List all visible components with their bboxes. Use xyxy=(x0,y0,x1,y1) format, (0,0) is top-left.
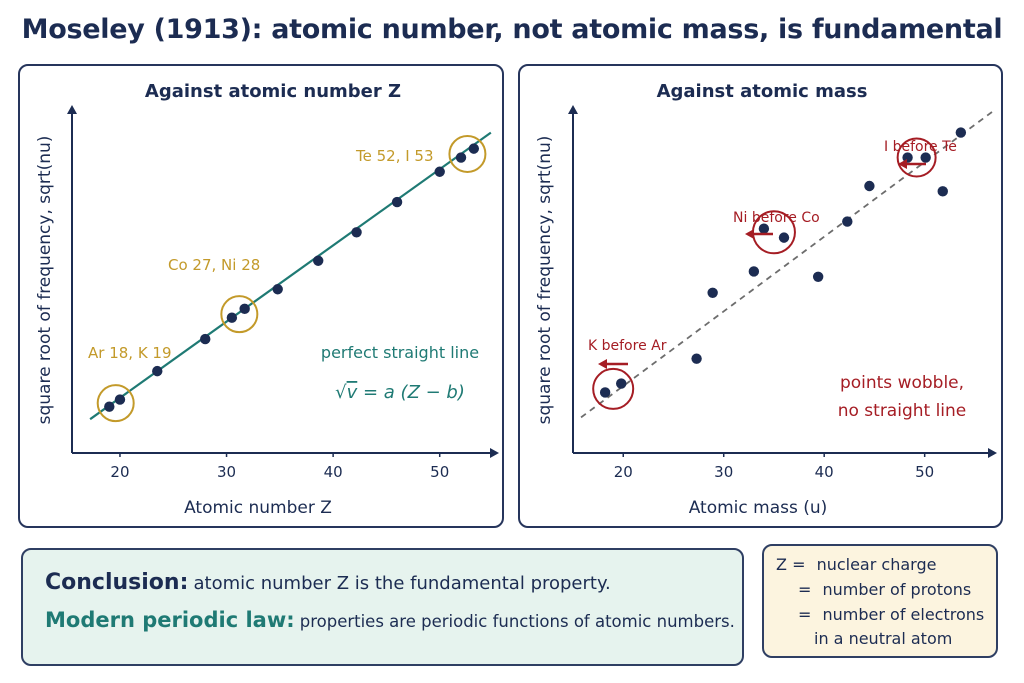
annotation-label: I before Te xyxy=(884,139,957,155)
wobble-note: no straight line xyxy=(838,401,967,421)
annotation-label: Ar 18, K 19 xyxy=(88,344,172,362)
x-tick-label: 50 xyxy=(915,463,934,481)
data-point xyxy=(104,401,115,412)
fit-note: perfect straight line xyxy=(321,343,479,362)
nu-symbol: v xyxy=(347,382,358,403)
equals-sign: = xyxy=(798,605,812,624)
y-axis-arrow xyxy=(67,105,77,114)
data-point xyxy=(114,394,126,405)
wobble-note: points wobble, xyxy=(840,373,964,393)
highlight-circle xyxy=(96,384,135,423)
z-definition-box: Z = nuclear charge = number of protons =… xyxy=(762,544,998,658)
z-definition-row: = number of electrons xyxy=(798,605,984,624)
order-arrow-head xyxy=(745,229,754,239)
z-definition-row: Z = nuclear charge xyxy=(776,555,936,574)
data-point xyxy=(937,186,948,197)
data-point xyxy=(599,387,611,398)
formula-rhs: = a (Z − b) xyxy=(357,382,465,403)
data-point xyxy=(351,227,362,238)
x-axis-arrow xyxy=(490,448,499,458)
fit-formula: √v = a (Z − b) xyxy=(335,382,465,403)
x-tick-label: 40 xyxy=(815,463,834,481)
z-def-electrons: number of electrons xyxy=(822,605,985,624)
y-axis-label: square root of frequency, sqrt(nu) xyxy=(35,136,55,425)
fit-line xyxy=(89,131,492,421)
order-arrow-head xyxy=(598,359,607,369)
data-point xyxy=(200,333,211,345)
data-point xyxy=(812,271,824,282)
sqrt-symbol: √ xyxy=(335,382,347,403)
conclusion-heading: Conclusion: xyxy=(45,570,189,595)
chart-atomic-number: 20 30 40 50 Atomic number Z square root of fr… xyxy=(35,81,499,518)
data-point xyxy=(707,287,718,298)
x-tick-label: 30 xyxy=(714,463,733,481)
data-point xyxy=(842,216,853,227)
equals-sign: = xyxy=(798,580,812,599)
x-axis-label: Atomic mass (u) xyxy=(689,498,828,518)
z-def-neutral-atom: in a neutral atom xyxy=(814,629,953,648)
highlight-circle xyxy=(448,134,487,173)
data-point xyxy=(152,365,163,377)
chart-title: Against atomic mass xyxy=(657,81,868,102)
x-tick-label: 20 xyxy=(614,463,633,481)
x-tick-label: 40 xyxy=(324,463,343,481)
data-point xyxy=(616,378,627,389)
trend-line xyxy=(580,110,994,419)
highlight-circle xyxy=(220,295,259,334)
x-tick-label: 30 xyxy=(217,463,236,481)
data-point xyxy=(226,312,238,323)
annotation-label: Ni before Co xyxy=(733,210,820,226)
chart-atomic-mass: 20 30 40 50 Atomic mass (u) square root of fr… xyxy=(535,81,997,518)
annotation-label: Co 27, Ni 28 xyxy=(168,256,260,274)
periodic-law-line: Modern periodic law: properties are peri… xyxy=(45,608,735,632)
highlight-circle xyxy=(896,137,937,178)
z-def-protons: number of protons xyxy=(822,580,972,599)
data-point xyxy=(391,196,403,208)
data-point xyxy=(778,232,790,243)
annotation-label: Te 52, I 53 xyxy=(355,147,434,165)
order-arrow-head xyxy=(898,159,907,169)
equals-sign: = xyxy=(792,555,806,574)
z-def-nuclear-charge: nuclear charge xyxy=(816,555,937,574)
z-definition-row: = number of protons xyxy=(798,580,971,599)
data-point xyxy=(468,143,480,154)
data-point xyxy=(955,127,967,138)
data-point xyxy=(748,266,760,277)
x-tick-label: 50 xyxy=(430,463,449,481)
data-point xyxy=(920,152,931,163)
conclusion-text: atomic number Z is the fundamental prope… xyxy=(193,573,611,594)
annotation-label: K before Ar xyxy=(588,338,667,354)
page-title: Moseley (1913): atomic number, not atomi… xyxy=(21,14,1003,45)
data-point xyxy=(864,180,875,192)
data-point xyxy=(434,166,445,177)
z-symbol: Z xyxy=(776,555,787,574)
data-point xyxy=(313,255,324,266)
data-point xyxy=(691,353,702,364)
x-axis-label: Atomic number Z xyxy=(184,498,332,518)
data-point xyxy=(272,284,283,295)
x-tick-label: 20 xyxy=(110,463,129,481)
periodic-law-text: properties are periodic functions of ato… xyxy=(299,612,735,631)
data-point xyxy=(455,152,467,163)
y-axis-arrow xyxy=(568,105,578,114)
data-point xyxy=(239,303,250,315)
highlight-circle xyxy=(592,367,635,410)
data-point xyxy=(758,223,770,234)
y-axis-label: square root of frequency, sqrt(nu) xyxy=(535,136,555,425)
periodic-law-heading: Modern periodic law: xyxy=(45,608,295,632)
chart-title: Against atomic number Z xyxy=(145,81,401,102)
chart-panel-atomic-number: 20 30 40 50 Atomic number Z square root of fr… xyxy=(18,64,504,528)
conclusion-box: Conclusion: atomic number Z is the funda… xyxy=(21,548,744,666)
x-axis-arrow xyxy=(988,448,997,458)
chart-panel-atomic-mass: 20 30 40 50 Atomic mass (u) square root of fr… xyxy=(518,64,1003,528)
conclusion-line: Conclusion: atomic number Z is the funda… xyxy=(45,570,611,595)
